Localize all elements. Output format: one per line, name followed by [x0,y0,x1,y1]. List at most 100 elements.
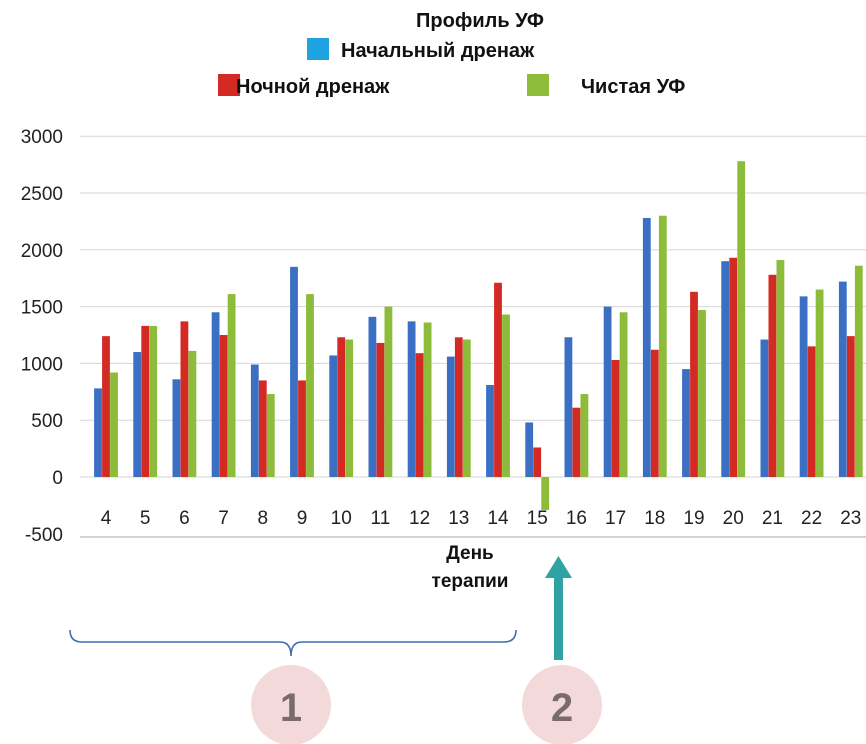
bar [172,379,181,477]
bar [188,350,197,477]
bar [446,356,455,477]
y-tick-label: 1000 [21,354,63,375]
arrow-up-icon [545,556,572,660]
marker-2-label: 2 [551,686,573,730]
marker-2: 2 [522,665,602,744]
bar [721,261,730,477]
y-tick-label: 3000 [21,127,63,148]
bar [611,359,620,477]
bar [94,388,102,477]
bar [345,339,354,477]
bar [682,369,690,477]
bar [760,339,769,477]
bar [149,325,158,477]
x-tick-label: 18 [644,508,665,529]
bar [227,294,236,477]
bar [376,342,385,477]
chart-title: Профиль УФ [416,10,544,32]
x-tick-label: 10 [331,508,352,529]
bar [658,215,667,477]
bar [102,336,110,477]
x-tick-label: 5 [140,508,151,529]
bar [266,394,275,477]
bar [564,337,573,477]
bar [384,306,393,477]
legend-label-initial-drain: Начальный дренаж [341,40,535,62]
bar [572,407,581,477]
x-tick-label: 9 [297,508,308,529]
x-tick-label: 19 [683,508,704,529]
bar [650,349,659,477]
bar [838,281,847,477]
x-axis-ticks: 4 5 6 7 8 9 10 11 12 13 14 15 16 17 18 19 20 21 22 23 [101,508,862,529]
bar [815,289,824,477]
bar [533,447,542,477]
bar [698,310,706,477]
bar [768,274,777,477]
bar [337,337,346,477]
marker-1-label: 1 [280,686,302,730]
bar [603,306,612,477]
y-tick-label: -500 [25,525,63,546]
bar [462,339,471,477]
x-tick-label: 8 [258,508,269,529]
bar [737,161,746,477]
y-tick-label: 1500 [21,298,63,319]
bar [219,335,228,477]
bar [494,282,502,477]
bar [211,312,220,477]
marker-1: 1 [251,665,331,744]
y-tick-label: 500 [31,411,63,432]
y-axis-ticks: -500 0 500 1000 1500 2000 2500 3000 [21,127,63,546]
bar [423,322,432,477]
bar [290,266,298,477]
bar [415,353,424,477]
bar [799,296,808,477]
x-tick-label: 13 [448,508,469,529]
bar [258,380,267,477]
bars [94,161,863,510]
bar [298,380,306,477]
x-tick-label: 21 [762,508,783,529]
x-tick-label: 6 [179,508,190,529]
x-tick-label: 11 [371,508,391,529]
bar [250,364,259,477]
bar [502,314,510,477]
x-tick-label: 14 [487,508,509,529]
bar [619,312,628,477]
bar [854,265,863,477]
x-tick-label: 7 [218,508,229,529]
bar [846,336,855,477]
x-tick-label: 15 [527,508,548,529]
grid-lines [80,135,866,538]
x-axis-label: День терапии [432,543,509,592]
y-tick-label: 2000 [21,241,63,262]
x-tick-label: 4 [101,508,112,529]
legend-swatch-night-drain [218,74,240,96]
brace-days-4-14 [69,629,517,657]
x-tick-label: 22 [801,508,822,529]
bar [133,352,142,477]
bar [368,316,377,477]
legend-label-net-uf: Чистая УФ [581,76,685,98]
bar [541,477,550,510]
bar [729,257,738,477]
bar [141,325,150,477]
x-tick-label: 17 [605,508,626,529]
bar [580,394,589,477]
y-tick-label: 2500 [21,184,63,205]
x-tick-label: 12 [409,508,430,529]
bar [110,372,118,477]
bar [180,321,189,477]
bar [486,384,494,477]
bar [690,291,698,477]
bar [306,294,314,477]
bar [407,321,416,477]
bar [329,355,338,477]
y-tick-label: 0 [52,468,63,489]
bar [776,260,785,477]
x-tick-label: 23 [840,508,861,529]
bar [454,337,463,477]
bar [642,217,651,477]
